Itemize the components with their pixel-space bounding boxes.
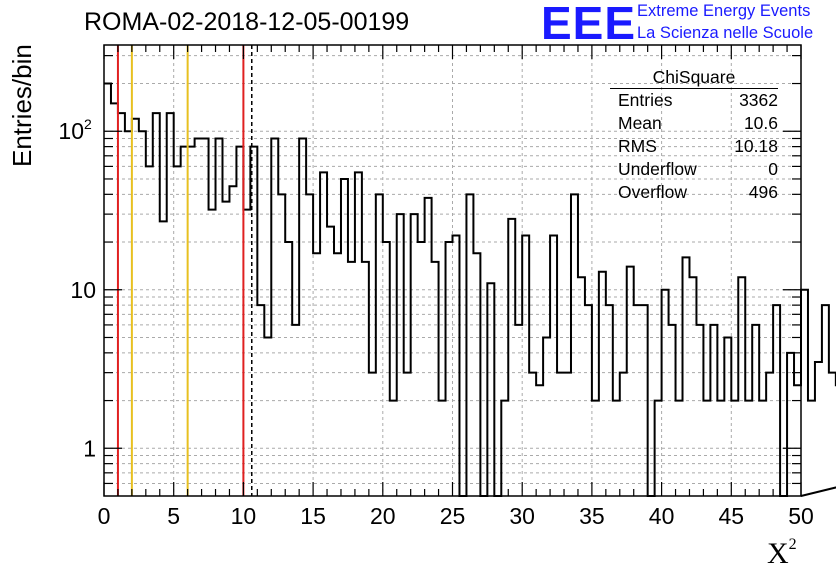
stats-label: Underflow [618, 159, 697, 179]
x-tick-label: 40 [649, 503, 675, 529]
stats-value: 3362 [739, 90, 778, 110]
stats-value: 10.18 [734, 136, 778, 156]
y-tick-label: 10 [70, 277, 96, 303]
stats-box: ChiSquare Entries 3362 Mean 10.6 RMS 10.18 … [610, 66, 778, 204]
x-axis-label: X2 [767, 536, 797, 571]
stats-row-mean: Mean 10.6 [610, 112, 778, 135]
y-tick-label-sup: 2 [84, 116, 92, 132]
histogram-line [104, 82, 836, 497]
x-tick-label: 15 [300, 503, 326, 529]
y-tick-label: 1 [83, 435, 96, 461]
chart-title: ROMA-02-2018-12-05-00199 [84, 8, 410, 36]
logo-line-2: La Scienza nelle Scuole [637, 24, 814, 42]
x-tick-label: 10 [231, 503, 257, 529]
x-tick-label: 50 [788, 503, 814, 529]
stats-row-overflow: Overflow 496 [610, 181, 778, 204]
stats-label: Mean [618, 113, 662, 133]
x-tick-label: 30 [509, 503, 535, 529]
x-tick-label: 0 [98, 503, 111, 529]
stats-value: 0 [768, 159, 778, 179]
stats-label: RMS [618, 136, 657, 156]
stats-row-entries: Entries 3362 [610, 89, 778, 112]
x-tick-label: 35 [579, 503, 605, 529]
y-axis-label: Entries/bin [7, 44, 37, 167]
stats-row-underflow: Underflow 0 [610, 158, 778, 181]
stats-label: Entries [618, 90, 673, 110]
stats-value: 10.6 [743, 113, 778, 133]
y-tick-label: 10 [58, 118, 84, 144]
stats-title: ChiSquare [610, 66, 778, 89]
x-tick-label: 20 [370, 503, 396, 529]
x-tick-label: 5 [167, 503, 180, 529]
logo-line-1: Extreme Energy Events [637, 2, 811, 20]
stats-label: Overflow [618, 182, 688, 202]
eee-logo: EEE [541, 0, 637, 49]
x-axis-label-sup: 2 [788, 536, 797, 553]
stats-value: 496 [748, 182, 778, 202]
stats-row-rms: RMS 10.18 [610, 135, 778, 158]
x-axis-label-text: X [767, 537, 789, 570]
x-tick-label: 25 [440, 503, 466, 529]
x-tick-label: 45 [719, 503, 745, 529]
